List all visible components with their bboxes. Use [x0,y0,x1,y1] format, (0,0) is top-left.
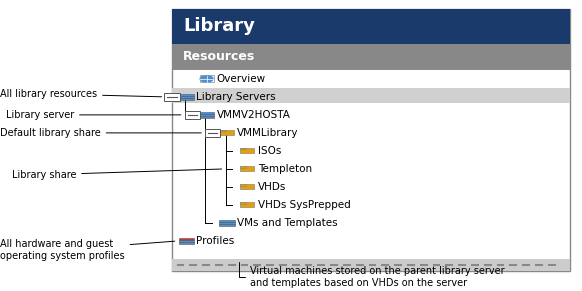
Text: Resources: Resources [183,50,255,63]
FancyBboxPatch shape [199,116,214,118]
Text: Default library share: Default library share [0,128,201,138]
Text: Library: Library [183,17,255,35]
FancyBboxPatch shape [199,112,214,114]
FancyBboxPatch shape [220,130,226,132]
FancyBboxPatch shape [179,238,194,240]
Text: VMs and Templates: VMs and Templates [237,218,338,228]
Text: All library resources: All library resources [0,89,162,99]
Bar [172,88,570,103]
FancyBboxPatch shape [240,166,246,168]
Text: Library server: Library server [6,110,181,120]
Text: Overview: Overview [217,74,266,84]
Text: Templeton: Templeton [258,164,312,174]
FancyBboxPatch shape [219,220,235,222]
Text: VHDs SysPrepped: VHDs SysPrepped [258,200,350,210]
FancyBboxPatch shape [172,44,570,70]
Text: Virtual machines stored on the parent library server
and templates based on VHDs: Virtual machines stored on the parent li… [239,262,505,288]
Bar [184,111,200,119]
Bar [205,129,220,137]
FancyBboxPatch shape [240,203,254,207]
FancyBboxPatch shape [219,222,235,224]
FancyBboxPatch shape [240,184,246,186]
FancyBboxPatch shape [172,9,570,271]
FancyBboxPatch shape [240,148,254,153]
Circle shape [200,76,213,82]
Text: Profiles: Profiles [197,236,235,246]
FancyBboxPatch shape [240,202,246,203]
FancyBboxPatch shape [179,96,194,98]
Bar [164,93,179,101]
Text: ISOs: ISOs [258,146,281,156]
FancyBboxPatch shape [179,240,194,242]
Text: Library share: Library share [12,169,222,180]
FancyBboxPatch shape [179,98,194,100]
Text: Library Servers: Library Servers [197,92,276,102]
Text: VHDs: VHDs [258,182,286,192]
FancyBboxPatch shape [179,242,194,244]
FancyBboxPatch shape [179,94,194,96]
Text: VMMLibrary: VMMLibrary [237,128,299,138]
FancyBboxPatch shape [219,224,235,226]
FancyBboxPatch shape [172,9,570,44]
FancyBboxPatch shape [240,166,254,171]
FancyBboxPatch shape [240,184,254,189]
FancyBboxPatch shape [220,130,234,135]
FancyBboxPatch shape [172,259,570,271]
Text: VMMV2HOSTA: VMMV2HOSTA [217,110,291,120]
Text: All hardware and guest
operating system profiles: All hardware and guest operating system … [0,239,175,260]
FancyBboxPatch shape [199,114,214,116]
FancyBboxPatch shape [240,148,246,150]
